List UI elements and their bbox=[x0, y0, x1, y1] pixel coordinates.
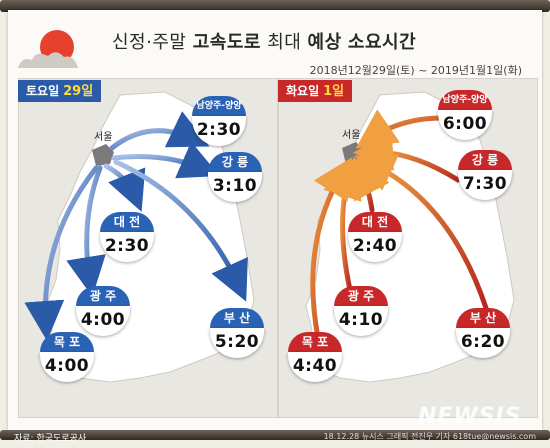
badge-right-daejeon: 대 전 2:40 bbox=[348, 212, 402, 262]
title-part-3: 최대 bbox=[267, 32, 302, 53]
day-tag-number: 1일 bbox=[323, 84, 345, 99]
badge-left-busan: 부 산 5:20 bbox=[210, 308, 264, 358]
badge-right-gwangju: 광 주 4:10 bbox=[334, 286, 388, 336]
day-tag-label: 토요일 bbox=[26, 84, 60, 98]
badge-city: 대 전 bbox=[348, 212, 402, 232]
badge-right-gangneung: 강 릉 7:30 bbox=[458, 150, 512, 200]
badge-time: 3:10 bbox=[208, 172, 262, 202]
credit-text: 18.12.28 뉴시스 그래픽 전진우 기자 618tue@newsis.co… bbox=[323, 432, 536, 441]
badge-city: 부 산 bbox=[456, 308, 510, 328]
inbound-arrows bbox=[310, 109, 489, 341]
badge-city: 목 포 bbox=[40, 332, 94, 352]
badge-time: 4:40 bbox=[288, 352, 342, 382]
badge-left-gangneung: 강 릉 3:10 bbox=[208, 152, 262, 202]
badge-time: 2:30 bbox=[192, 116, 246, 146]
outbound-arrows bbox=[24, 111, 248, 341]
badge-left-gwangju: 광 주 4:00 bbox=[76, 286, 130, 336]
badge-time: 5:20 bbox=[210, 328, 264, 358]
badge-city: 남양주-양양 bbox=[192, 96, 246, 116]
day-tag-saturday: 토요일 29일 bbox=[18, 80, 102, 102]
origin-label-right: 서울 bbox=[342, 130, 361, 141]
badge-left-daejeon: 대 전 2:30 bbox=[100, 212, 154, 262]
badge-right-mokpo: 목 포 4:40 bbox=[288, 332, 342, 382]
badge-time: 2:30 bbox=[100, 232, 154, 262]
badge-left-yangyang: 남양주-양양 2:30 bbox=[192, 96, 246, 146]
badge-city: 부 산 bbox=[210, 308, 264, 328]
badge-time: 4:10 bbox=[334, 306, 388, 336]
title-part-1: 신정·주말 bbox=[112, 32, 187, 53]
title-part-5: 소요시간 bbox=[347, 32, 417, 53]
page-title: 신정·주말 고속도로 최대 예상 소요시간 bbox=[112, 28, 416, 54]
cloud-icon bbox=[18, 52, 78, 68]
badge-time: 2:40 bbox=[348, 232, 402, 262]
scroll-rod-top bbox=[0, 0, 550, 12]
badge-city: 광 주 bbox=[334, 286, 388, 306]
title-part-4: 예상 bbox=[307, 32, 342, 53]
watermark: NEWSIS bbox=[418, 404, 522, 429]
badge-city: 목 포 bbox=[288, 332, 342, 352]
source-text: 자료: 한국도로공사 bbox=[14, 434, 87, 444]
badge-city: 대 전 bbox=[100, 212, 154, 232]
seoul-region-left bbox=[92, 144, 114, 166]
badge-time: 7:30 bbox=[458, 170, 512, 200]
badge-time: 6:00 bbox=[438, 110, 492, 140]
date-range: 2018년12월29일(토) ~ 2019년1월1일(화) bbox=[309, 64, 522, 77]
day-tag-tuesday: 화요일 1일 bbox=[278, 80, 353, 102]
day-tag-label: 화요일 bbox=[286, 84, 320, 98]
badge-right-yangyang: 남양주-양양 6:00 bbox=[438, 90, 492, 140]
badge-city: 강 릉 bbox=[208, 152, 262, 172]
badge-time: 6:20 bbox=[456, 328, 510, 358]
title-part-2: 고속도로 bbox=[192, 32, 261, 53]
badge-city: 광 주 bbox=[76, 286, 130, 306]
scroll-rod-bottom bbox=[0, 430, 550, 440]
badge-left-mokpo: 목 포 4:00 bbox=[40, 332, 94, 382]
badge-right-busan: 부 산 6:20 bbox=[456, 308, 510, 358]
origin-label-left: 서울 bbox=[94, 132, 113, 143]
badge-time: 4:00 bbox=[40, 352, 94, 382]
day-tag-number: 29일 bbox=[63, 84, 94, 99]
badge-city: 남양주-양양 bbox=[438, 90, 492, 110]
badge-city: 강 릉 bbox=[458, 150, 512, 170]
